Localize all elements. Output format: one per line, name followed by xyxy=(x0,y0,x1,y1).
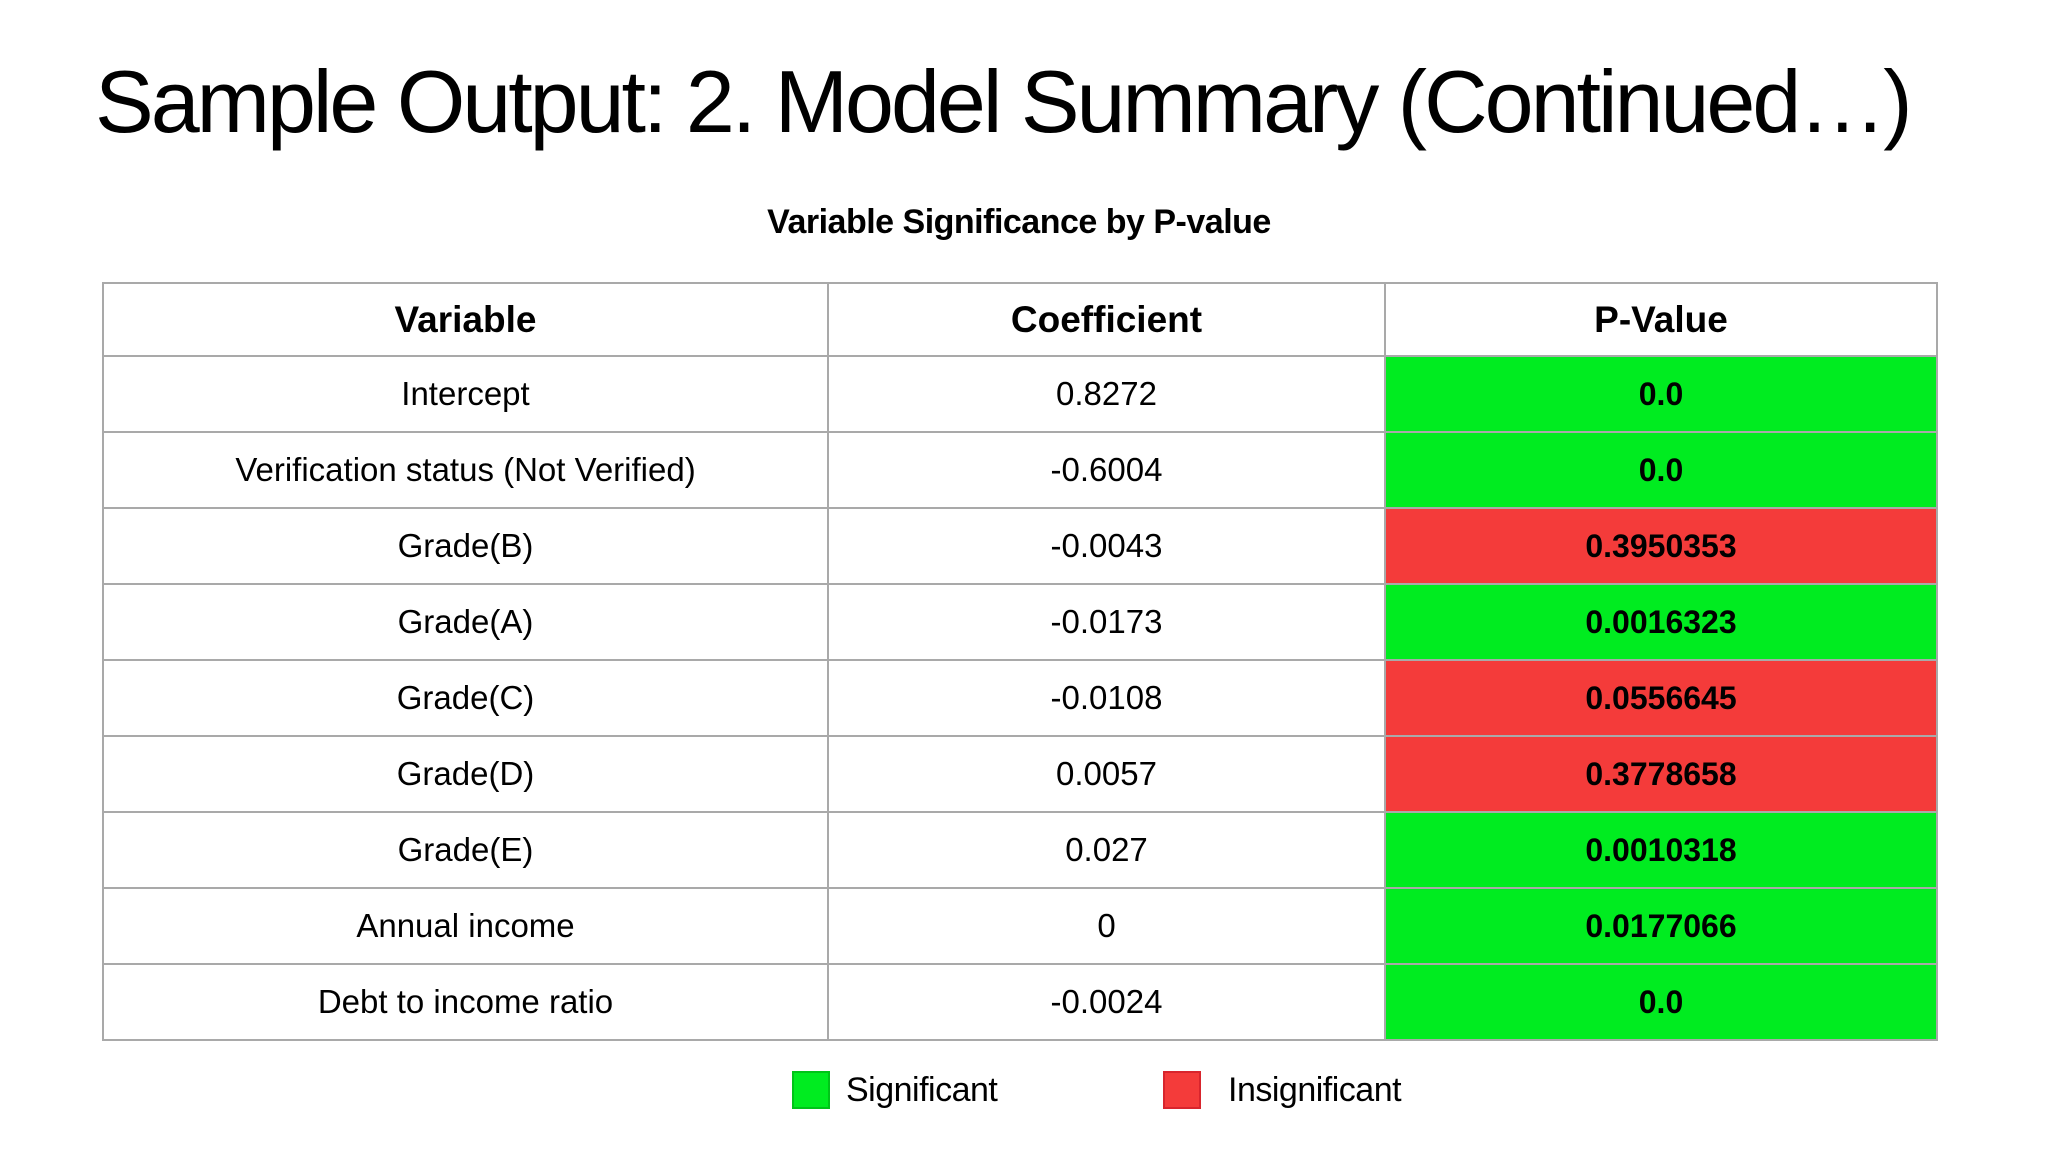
table-title: Variable Significance by P-value xyxy=(767,203,1271,241)
insignificant-color-swatch xyxy=(1163,1071,1201,1109)
variable-cell: Annual income xyxy=(102,887,829,965)
variable-cell: Grade(C) xyxy=(102,659,829,737)
coefficient-cell: 0.8272 xyxy=(827,355,1386,433)
variable-cell: Debt to income ratio xyxy=(102,963,829,1041)
variable-cell: Verification status (Not Verified) xyxy=(102,431,829,509)
table-row: Annual income 0 0.0177066 xyxy=(102,887,1938,965)
variable-cell: Grade(A) xyxy=(102,583,829,661)
table-row: Grade(E) 0.027 0.0010318 xyxy=(102,811,1938,889)
insignificant-legend-label: Insignificant xyxy=(1228,1071,1402,1109)
variable-cell: Grade(E) xyxy=(102,811,829,889)
slide-title: Sample Output: 2. Model Summary (Continu… xyxy=(95,52,1913,151)
table-row: Grade(C) -0.0108 0.0556645 xyxy=(102,659,1938,737)
coefficient-cell: 0.0057 xyxy=(827,735,1386,813)
table-row: Grade(A) -0.0173 0.0016323 xyxy=(102,583,1938,661)
significant-color-swatch xyxy=(792,1071,830,1109)
p-value-cell: 0.3950353 xyxy=(1384,507,1938,585)
p-value-cell: 0.0556645 xyxy=(1384,659,1938,737)
table-row: Grade(D) 0.0057 0.3778658 xyxy=(102,735,1938,813)
coefficient-cell: 0.027 xyxy=(827,811,1386,889)
p-value-cell: 0.0 xyxy=(1384,355,1938,433)
column-header-pvalue: P-Value xyxy=(1384,282,1938,357)
table-row: Grade(B) -0.0043 0.3950353 xyxy=(102,507,1938,585)
p-value-cell: 0.0 xyxy=(1384,431,1938,509)
p-value-cell: 0.0016323 xyxy=(1384,583,1938,661)
table-row: Intercept 0.8272 0.0 xyxy=(102,355,1938,433)
coefficient-cell: -0.0108 xyxy=(827,659,1386,737)
coefficient-cell: -0.6004 xyxy=(827,431,1386,509)
p-value-cell: 0.0010318 xyxy=(1384,811,1938,889)
coefficient-cell: -0.0024 xyxy=(827,963,1386,1041)
table-body: Intercept 0.8272 0.0 Verification status (N… xyxy=(102,355,1938,1041)
p-value-cell: 0.0 xyxy=(1384,963,1938,1041)
p-value-cell: 0.0177066 xyxy=(1384,887,1938,965)
significance-table: Variable Coefficient P-Value Intercept 0.… xyxy=(102,282,1938,1041)
table-row: Debt to income ratio -0.0024 0.0 xyxy=(102,963,1938,1041)
column-header-variable: Variable xyxy=(102,282,829,357)
variable-cell: Grade(D) xyxy=(102,735,829,813)
p-value-cell: 0.3778658 xyxy=(1384,735,1938,813)
variable-cell: Intercept xyxy=(102,355,829,433)
column-header-coefficient: Coefficient xyxy=(827,282,1386,357)
coefficient-cell: -0.0043 xyxy=(827,507,1386,585)
coefficient-cell: 0 xyxy=(827,887,1386,965)
variable-cell: Grade(B) xyxy=(102,507,829,585)
significant-legend-label: Significant xyxy=(846,1071,998,1109)
table-row: Verification status (Not Verified) -0.600… xyxy=(102,431,1938,509)
table-header-row: Variable Coefficient P-Value xyxy=(102,282,1938,357)
coefficient-cell: -0.0173 xyxy=(827,583,1386,661)
